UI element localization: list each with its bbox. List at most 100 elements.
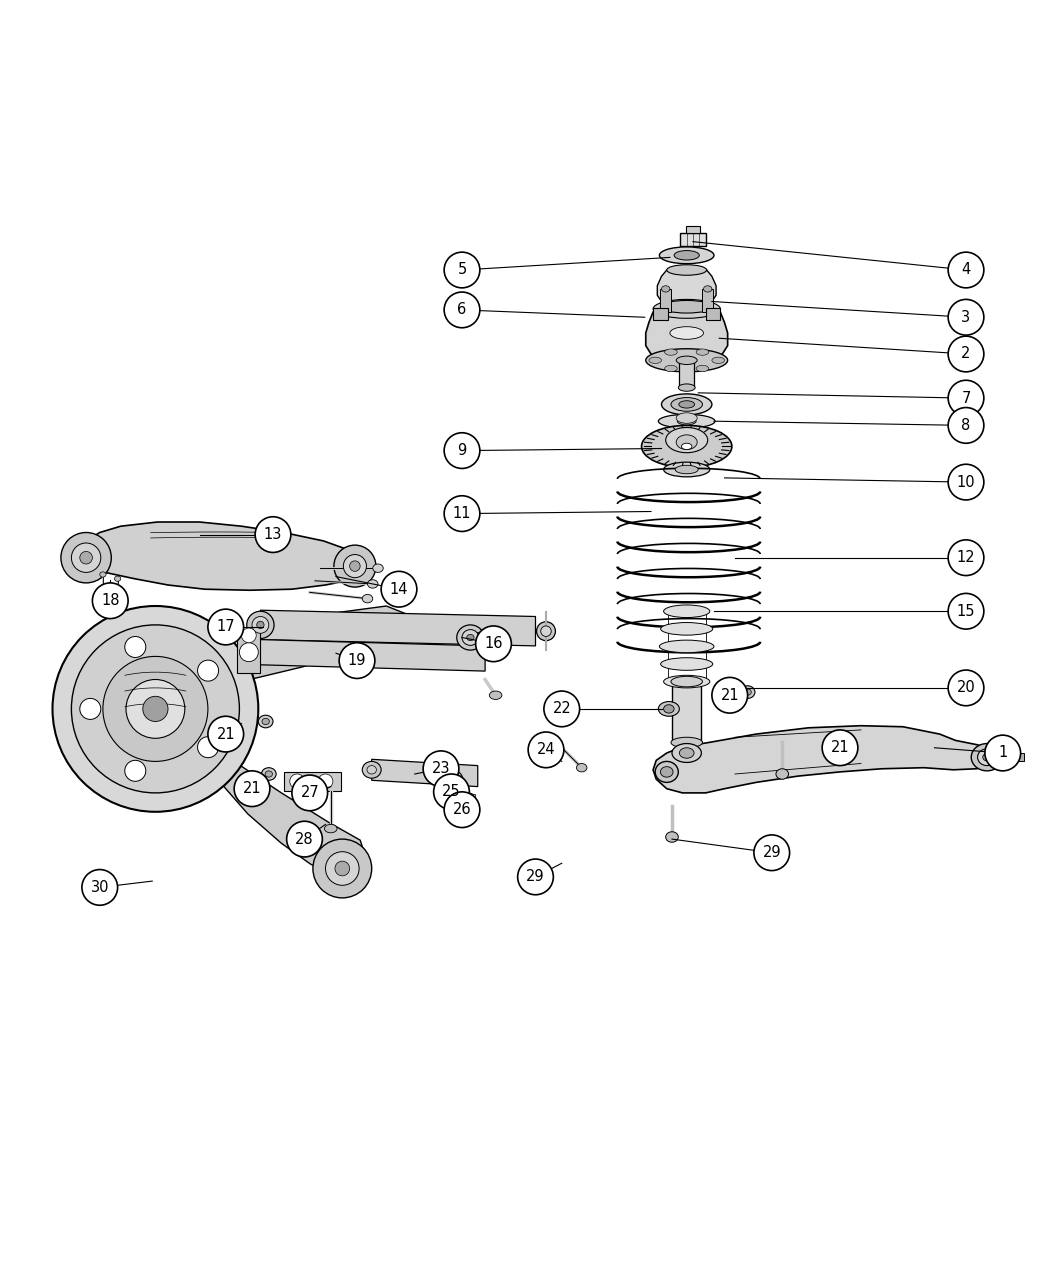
- Circle shape: [326, 852, 359, 885]
- Polygon shape: [646, 309, 728, 361]
- Ellipse shape: [659, 247, 714, 264]
- Circle shape: [103, 657, 208, 761]
- Text: 28: 28: [295, 831, 314, 847]
- Text: 23: 23: [432, 761, 450, 776]
- Ellipse shape: [681, 444, 692, 450]
- Ellipse shape: [646, 349, 728, 372]
- Circle shape: [80, 551, 92, 564]
- Circle shape: [125, 760, 146, 782]
- Ellipse shape: [776, 769, 789, 779]
- Circle shape: [444, 496, 480, 532]
- Ellipse shape: [672, 743, 701, 762]
- Circle shape: [82, 870, 118, 905]
- Circle shape: [71, 625, 239, 793]
- Ellipse shape: [362, 594, 373, 603]
- Text: 17: 17: [216, 620, 235, 635]
- Circle shape: [754, 835, 790, 871]
- Ellipse shape: [660, 766, 673, 778]
- Ellipse shape: [659, 640, 714, 653]
- Text: 11: 11: [453, 506, 471, 521]
- Ellipse shape: [466, 635, 475, 640]
- Text: 7: 7: [962, 390, 970, 405]
- Text: 21: 21: [243, 782, 261, 796]
- Bar: [475, 632, 498, 641]
- Circle shape: [287, 821, 322, 857]
- Circle shape: [948, 380, 984, 416]
- Circle shape: [318, 774, 333, 789]
- Circle shape: [350, 561, 360, 571]
- Circle shape: [476, 626, 511, 662]
- Text: 20: 20: [957, 681, 975, 695]
- Circle shape: [712, 677, 748, 713]
- Ellipse shape: [658, 414, 715, 428]
- Ellipse shape: [671, 676, 702, 687]
- Polygon shape: [218, 761, 365, 875]
- Bar: [679, 361, 694, 388]
- Polygon shape: [260, 611, 536, 646]
- Ellipse shape: [712, 357, 724, 363]
- Ellipse shape: [662, 286, 670, 292]
- Ellipse shape: [671, 398, 702, 412]
- Text: 24: 24: [537, 742, 555, 757]
- Bar: [284, 771, 341, 790]
- Text: 5: 5: [458, 263, 466, 278]
- Text: 25: 25: [442, 784, 461, 799]
- Ellipse shape: [368, 765, 376, 774]
- Ellipse shape: [665, 366, 677, 371]
- Text: 30: 30: [90, 880, 109, 895]
- Ellipse shape: [649, 357, 662, 363]
- Text: 26: 26: [453, 802, 471, 817]
- Circle shape: [948, 593, 984, 629]
- Bar: [706, 307, 720, 320]
- Ellipse shape: [667, 265, 707, 275]
- Circle shape: [234, 771, 270, 807]
- Bar: [686, 226, 700, 233]
- Bar: [237, 631, 260, 673]
- Text: 29: 29: [762, 845, 781, 861]
- Text: 18: 18: [101, 593, 120, 608]
- Ellipse shape: [373, 564, 383, 572]
- Circle shape: [239, 643, 258, 662]
- Circle shape: [544, 691, 580, 727]
- Ellipse shape: [261, 768, 276, 780]
- Circle shape: [255, 516, 291, 552]
- Circle shape: [52, 606, 258, 812]
- Text: 2: 2: [962, 347, 970, 362]
- Ellipse shape: [983, 754, 991, 761]
- Circle shape: [71, 543, 101, 572]
- Ellipse shape: [666, 831, 678, 843]
- Circle shape: [423, 751, 459, 787]
- Bar: [660, 289, 671, 312]
- Ellipse shape: [658, 701, 679, 717]
- Ellipse shape: [743, 688, 751, 695]
- Polygon shape: [234, 606, 413, 680]
- Bar: [702, 289, 713, 312]
- Ellipse shape: [660, 301, 713, 314]
- Circle shape: [197, 660, 218, 681]
- Ellipse shape: [662, 394, 712, 414]
- Text: 9: 9: [458, 444, 466, 458]
- Ellipse shape: [674, 251, 699, 260]
- Text: 21: 21: [216, 727, 235, 742]
- Circle shape: [948, 337, 984, 372]
- Circle shape: [80, 699, 101, 719]
- Circle shape: [528, 732, 564, 768]
- Ellipse shape: [671, 737, 702, 747]
- Ellipse shape: [664, 462, 710, 477]
- Circle shape: [518, 859, 553, 895]
- Circle shape: [444, 432, 480, 468]
- Ellipse shape: [740, 686, 755, 699]
- Circle shape: [61, 533, 111, 583]
- Text: 12: 12: [957, 551, 975, 565]
- Ellipse shape: [265, 771, 273, 778]
- Ellipse shape: [696, 349, 709, 356]
- Polygon shape: [74, 521, 365, 590]
- Ellipse shape: [660, 622, 713, 635]
- Ellipse shape: [676, 356, 697, 365]
- Ellipse shape: [642, 426, 732, 468]
- Ellipse shape: [576, 764, 587, 771]
- Ellipse shape: [677, 417, 696, 425]
- Circle shape: [948, 539, 984, 575]
- Circle shape: [313, 839, 372, 898]
- Ellipse shape: [247, 611, 274, 639]
